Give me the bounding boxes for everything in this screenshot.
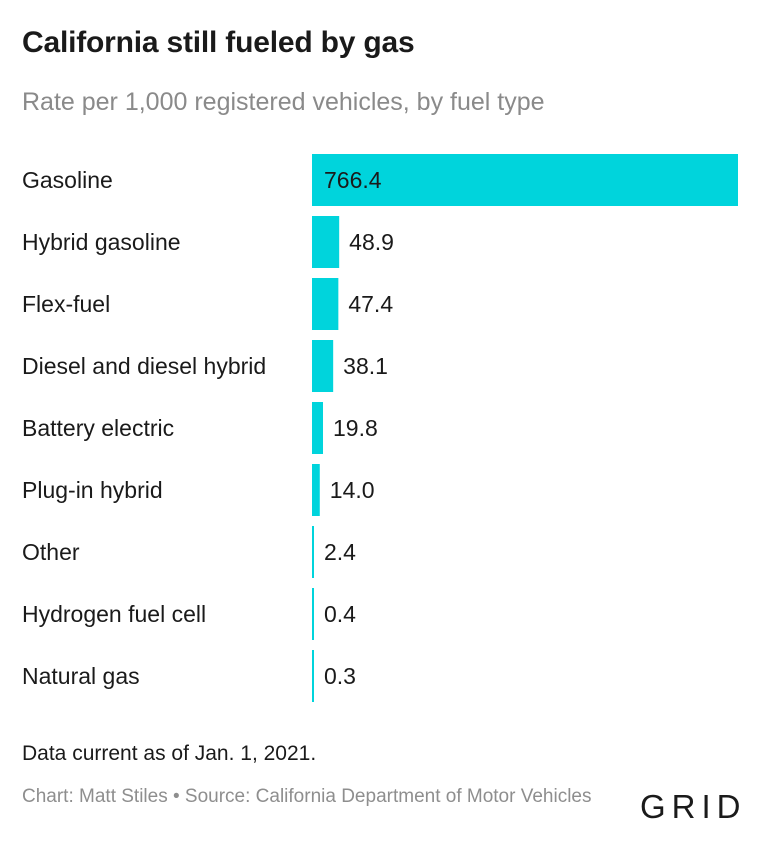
bar-other [312, 526, 314, 578]
chart-subtitle: Rate per 1,000 registered vehicles, by f… [22, 88, 545, 116]
category-label-diesel-and-diesel-hybrid: Diesel and diesel hybrid [22, 353, 266, 379]
value-label-hydrogen-fuel-cell: 0.4 [324, 601, 356, 627]
value-label-other: 2.4 [324, 539, 356, 565]
value-label-plug-in-hybrid: 14.0 [330, 477, 375, 503]
category-label-battery-electric: Battery electric [22, 415, 174, 441]
value-label-diesel-and-diesel-hybrid: 38.1 [343, 353, 388, 379]
bar-plug-in-hybrid [312, 464, 320, 516]
value-label-natural-gas: 0.3 [324, 663, 356, 689]
data-note: Data current as of Jan. 1, 2021. [22, 742, 317, 765]
bar-chart: Gasoline 766.4 Hybrid gasoline 48.9 Flex-fue… [22, 154, 738, 702]
value-label-hybrid-gasoline: 48.9 [349, 229, 394, 255]
category-label-gasoline: Gasoline [22, 167, 113, 193]
grid-logo: GRID [640, 788, 747, 825]
bar-natural-gas [312, 650, 314, 702]
bar-gasoline [312, 154, 738, 206]
bar-battery-electric [312, 402, 324, 454]
value-label-flex-fuel: 47.4 [348, 291, 393, 317]
category-label-flex-fuel: Flex-fuel [22, 291, 110, 317]
chart-title: California still fueled by gas [22, 26, 415, 59]
category-label-hydrogen-fuel-cell: Hydrogen fuel cell [22, 601, 206, 627]
bar-hybrid-gasoline [312, 216, 340, 268]
bar-diesel-and-diesel-hybrid [312, 340, 334, 392]
category-label-plug-in-hybrid: Plug-in hybrid [22, 477, 163, 503]
category-label-hybrid-gasoline: Hybrid gasoline [22, 229, 181, 255]
bar-flex-fuel [312, 278, 339, 330]
value-label-battery-electric: 19.8 [333, 415, 378, 441]
category-label-natural-gas: Natural gas [22, 663, 140, 689]
bar-hydrogen-fuel-cell [312, 588, 314, 640]
category-label-other: Other [22, 539, 80, 565]
value-label-gasoline: 766.4 [324, 167, 382, 193]
chart-credit: Chart: Matt Stiles • Source: California … [22, 786, 592, 807]
